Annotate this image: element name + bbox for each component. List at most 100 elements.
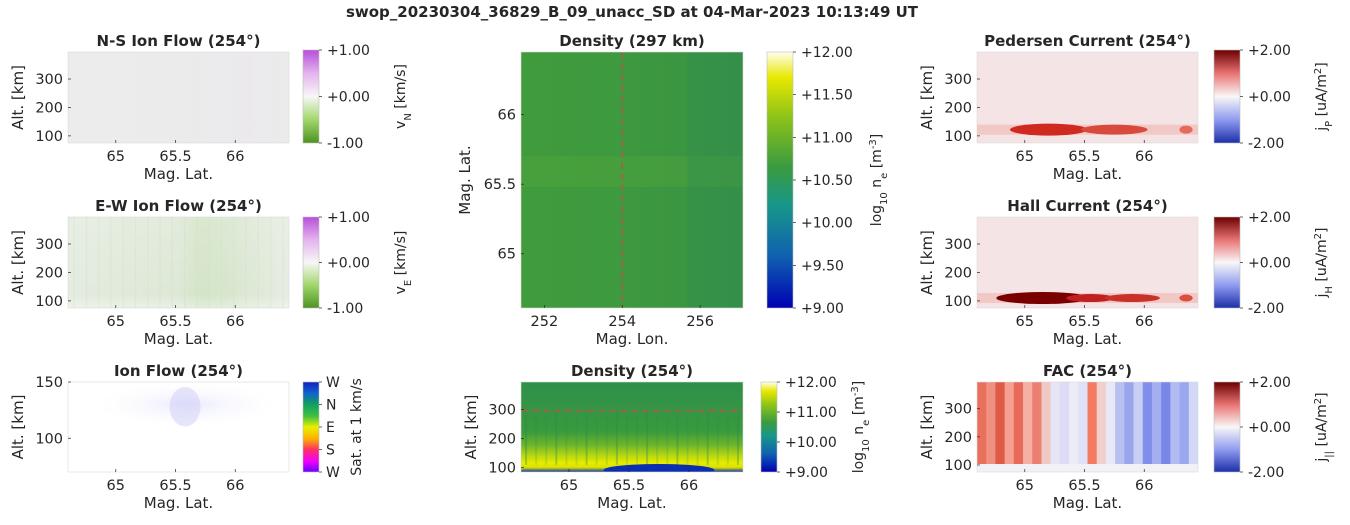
x-tick-label: 65 — [107, 314, 125, 330]
current-peak — [1066, 294, 1115, 303]
colorbar — [302, 216, 320, 309]
y-tick-label: 66 — [498, 108, 516, 124]
colorbar-tick-label: -2.00 — [1248, 136, 1284, 152]
y-axis-label: Alt. [km] — [9, 395, 27, 460]
chart-density_map: 252 254 256 65 65.5 66 Density (297 km) Mag. Lo… — [456, 32, 890, 348]
heatmap-band — [521, 156, 743, 188]
fac-column — [1188, 382, 1198, 464]
chart-ns_flow: 65 65.5 66 100 200 300 N-S Ion Flow (254°) Mag.… — [9, 32, 414, 183]
chart-title: N-S Ion Flow (254°) — [97, 32, 261, 50]
heatmap-field — [521, 382, 743, 472]
colorbar-tick-label: +2.00 — [1248, 43, 1291, 59]
y-tick-label: 150 — [35, 375, 63, 391]
heatmap-band — [687, 52, 743, 308]
axes-box — [520, 51, 744, 309]
colorbar-tick-label: -1.00 — [327, 136, 363, 152]
y-axis-label: Alt. [km] — [918, 65, 936, 130]
fac-column — [1069, 382, 1079, 464]
y-tick-label: 300 — [944, 72, 972, 88]
y-tick-label: 65 — [498, 247, 516, 263]
chart-title: Density (254°) — [571, 362, 693, 380]
colorbar — [1213, 381, 1241, 473]
x-tick-label: 66 — [226, 149, 244, 165]
y-tick-label: 300 — [944, 237, 972, 253]
x-tick-label: 65 — [1016, 478, 1034, 494]
x-tick-label: 252 — [531, 314, 559, 330]
x-tick-label: 65.5 — [1068, 314, 1100, 330]
colorbar-tick-label: +11.50 — [801, 88, 853, 104]
colorbar-tick-label: +12.00 — [785, 375, 837, 391]
colorbar-label: vE [km/s] — [393, 231, 414, 295]
colorbar-tick-label: W — [326, 375, 340, 391]
colorbar-tick-label: +11.00 — [801, 130, 853, 146]
fac-column — [1096, 382, 1107, 464]
colorbar-label: log10 ne [m-3] — [850, 381, 872, 474]
chart-title: Pedersen Current (254°) — [984, 32, 1191, 50]
colorbar-label: jH [uA/m2] — [1313, 228, 1335, 299]
y-axis-label: Mag. Lat. — [456, 145, 474, 214]
colorbar-label: jP [uA/m2] — [1313, 62, 1335, 131]
x-tick-label: 66 — [1135, 314, 1153, 330]
current-peak — [1081, 124, 1148, 135]
colorbar-tick-label: -1.00 — [327, 301, 363, 317]
fac-column — [1032, 382, 1042, 464]
heatmap-field — [977, 217, 1198, 308]
current-peak — [996, 292, 1090, 305]
fac-column — [1013, 382, 1024, 464]
colorbar-tick-label: +0.00 — [1248, 90, 1291, 106]
axes-box — [67, 381, 290, 473]
colorbar-label: Sat. at 1 km/s — [349, 378, 365, 476]
fac-column — [1004, 382, 1015, 464]
colorbar-label: log10 ne [m-3] — [868, 134, 890, 227]
fac-column — [1059, 382, 1070, 464]
colorbar — [766, 51, 794, 309]
colorbar-tick-label: +1.00 — [327, 210, 370, 226]
x-axis-label: Mag. Lat. — [144, 330, 213, 348]
colorbar-tick-label: +0.00 — [1248, 256, 1291, 272]
heatmap — [68, 217, 289, 308]
colorbar-tick-label: +10.00 — [785, 435, 837, 451]
y-tick-label: 300 — [488, 403, 516, 419]
colorbar — [1213, 216, 1241, 309]
x-tick-label: 65.5 — [159, 149, 191, 165]
y-tick-label: 100 — [35, 431, 63, 447]
fac-column — [1087, 382, 1098, 464]
fac-column — [986, 382, 996, 464]
y-tick-label: 100 — [35, 129, 63, 145]
x-tick-label: 65.5 — [159, 478, 191, 494]
colorbar — [302, 381, 320, 473]
heatmap — [521, 52, 743, 308]
current-peak — [1179, 125, 1193, 134]
fac-column — [1179, 382, 1190, 464]
fac-column — [1023, 382, 1033, 464]
colorbar-tick-label: +0.00 — [327, 90, 370, 106]
heatmap — [977, 382, 1198, 472]
colorbar-tick-label: -2.00 — [1248, 465, 1284, 481]
chart-title: Hall Current (254°) — [1007, 197, 1167, 215]
x-axis-label: Mag. Lat. — [597, 494, 666, 512]
fac-column — [995, 382, 1006, 464]
chart-fac: 65 65.5 66 100 200 300 FAC (254°) Mag. Lat. Alt.… — [918, 362, 1335, 512]
x-tick-label: 65 — [560, 478, 578, 494]
chart-pedersen: 65 65.5 66 100 200 300 Pedersen Current (254°)… — [918, 32, 1335, 183]
x-axis-label: Mag. Lon. — [596, 330, 669, 348]
x-tick-label: 65.5 — [1068, 478, 1100, 494]
chart-title: Ion Flow (254°) — [114, 362, 243, 380]
heatmap — [977, 52, 1198, 143]
y-tick-label: 200 — [944, 100, 972, 116]
colorbar-tick-label: E — [326, 420, 335, 436]
fac-column — [1105, 382, 1116, 464]
fac-column — [1124, 382, 1135, 464]
chart-title: E-W Ion Flow (254°) — [95, 197, 262, 215]
heatmap — [68, 382, 289, 472]
colorbar-tick-label: N — [326, 398, 336, 414]
colorbar-tick-label: +9.00 — [785, 465, 828, 481]
y-tick-label: 100 — [35, 294, 63, 310]
axes-box — [976, 51, 1199, 144]
x-axis-label: Mag. Lat. — [144, 165, 213, 183]
heatmap-field — [521, 52, 743, 308]
y-tick-label: 100 — [944, 458, 972, 474]
x-axis-label: Mag. Lat. — [144, 494, 213, 512]
colorbar-tick-label: +2.00 — [1248, 210, 1291, 226]
y-tick-label: 200 — [488, 432, 516, 448]
